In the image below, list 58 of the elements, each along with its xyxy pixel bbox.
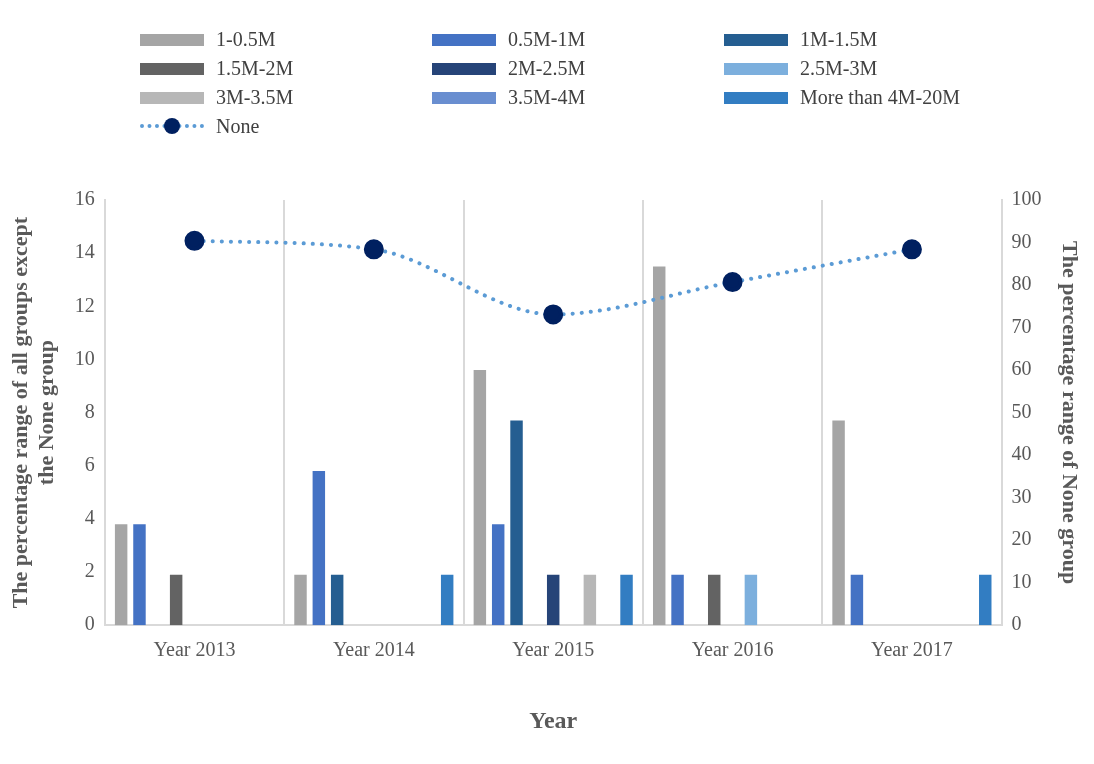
y2-tick-label: 90	[1011, 229, 1032, 252]
y2-tick-label: 80	[1011, 272, 1032, 295]
y2-tick-label: 60	[1011, 357, 1032, 380]
bar	[546, 574, 560, 626]
y-axis-title: The percentage range of all groups except the None group	[6, 216, 59, 609]
bar	[440, 574, 454, 626]
y-tick-label: 0	[84, 612, 95, 635]
y-tick-label: 12	[74, 293, 95, 316]
bar	[652, 266, 666, 626]
bar	[671, 574, 684, 626]
bar	[294, 574, 307, 626]
x-tick-label: Year 2017	[870, 638, 953, 661]
y-tick-label: 10	[74, 346, 95, 369]
legend-label: 2M-2.5M	[508, 57, 586, 80]
legend-label: 2.5M-3M	[800, 57, 878, 80]
y-tick-label: 16	[74, 187, 95, 210]
bar	[744, 574, 758, 626]
bar	[510, 420, 523, 626]
bar	[979, 574, 992, 626]
y-tick-label: 6	[84, 453, 95, 475]
legend-label: 1.5M-2M	[216, 57, 294, 80]
bar	[312, 471, 326, 626]
legend-label: 3.5M-4M	[508, 86, 586, 109]
y2-tick-label: 20	[1011, 527, 1032, 550]
legend-label: 3M-3.5M	[216, 86, 294, 109]
bar	[583, 574, 597, 626]
bar	[133, 524, 146, 626]
y2-tick-label: 10	[1011, 569, 1032, 592]
legend-label: 0.5M-1M	[508, 28, 586, 51]
y2-tick-label: 30	[1011, 484, 1032, 507]
y-tick-label: 2	[84, 559, 95, 582]
y2-tick-label: 70	[1011, 314, 1032, 337]
bar	[114, 524, 128, 626]
y2-tick-label: 100	[1011, 187, 1042, 210]
y-tick-label: 4	[84, 506, 95, 529]
legend-label: More than 4M-20M	[800, 86, 960, 109]
x-tick-label: Year 2016	[691, 638, 774, 661]
x-axis-title: Year	[529, 706, 578, 733]
bar	[491, 524, 505, 626]
legend-label: None	[216, 115, 260, 138]
y2-tick-label: 0	[1011, 612, 1022, 635]
bar	[330, 574, 344, 626]
legend-label: 1M-1.5M	[800, 28, 878, 51]
x-tick-label: Year 2014	[332, 638, 415, 661]
bar	[707, 574, 721, 626]
bar	[169, 574, 183, 626]
bar	[850, 574, 864, 626]
y-tick-label: 8	[84, 399, 95, 422]
y2-tick-label: 50	[1011, 399, 1032, 422]
bar	[473, 370, 487, 626]
y2-axis-title: The percentage range of None group	[1058, 240, 1084, 585]
legend-label: 1-0.5M	[216, 28, 276, 51]
x-tick-label: Year 2013	[153, 638, 236, 661]
bar	[832, 420, 845, 626]
y2-tick-label: 40	[1011, 442, 1032, 465]
y-tick-label: 14	[74, 240, 95, 263]
x-tick-label: Year 2015	[512, 638, 595, 661]
bar	[620, 574, 633, 626]
